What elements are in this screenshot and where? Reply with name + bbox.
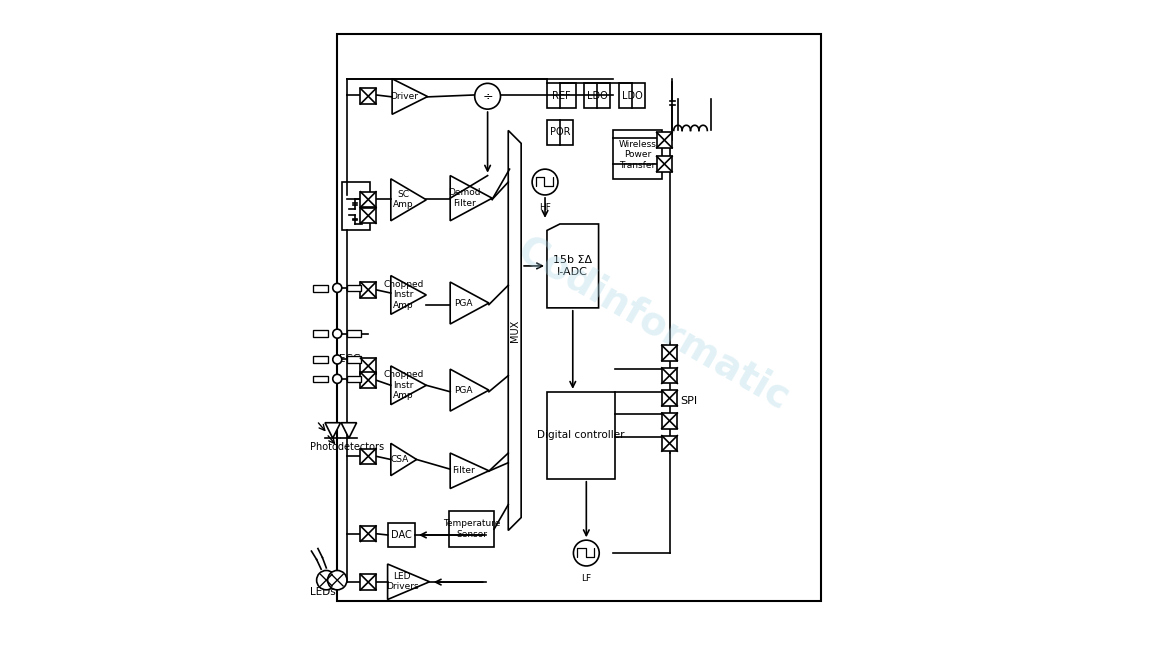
- Polygon shape: [450, 369, 488, 411]
- Circle shape: [317, 570, 336, 590]
- Polygon shape: [391, 179, 426, 221]
- Bar: [361, 358, 376, 374]
- Text: LED
Drivers: LED Drivers: [386, 572, 418, 592]
- Polygon shape: [325, 422, 341, 438]
- FancyBboxPatch shape: [547, 84, 576, 108]
- Text: PGA: PGA: [455, 299, 473, 308]
- Bar: [361, 208, 376, 224]
- Bar: [661, 435, 677, 451]
- Polygon shape: [450, 282, 488, 324]
- Text: MUX: MUX: [509, 319, 520, 341]
- Bar: [361, 282, 376, 297]
- Text: Chopped
Instr
Amp: Chopped Instr Amp: [384, 371, 424, 400]
- Bar: [361, 574, 376, 590]
- Bar: [313, 376, 327, 382]
- Polygon shape: [547, 224, 599, 308]
- Bar: [313, 330, 327, 337]
- Bar: [347, 284, 361, 291]
- Text: REF: REF: [552, 91, 570, 100]
- Bar: [347, 356, 361, 363]
- Bar: [361, 373, 376, 388]
- Text: PGA: PGA: [455, 386, 473, 395]
- Bar: [661, 413, 677, 428]
- FancyBboxPatch shape: [338, 34, 821, 601]
- Bar: [361, 192, 376, 207]
- Text: ECG: ECG: [339, 354, 361, 364]
- FancyBboxPatch shape: [547, 120, 573, 145]
- Text: Photodetectors: Photodetectors: [310, 441, 385, 452]
- Text: Temperature
Sensor: Temperature Sensor: [442, 519, 500, 538]
- Circle shape: [532, 169, 558, 195]
- Bar: [661, 391, 677, 406]
- Polygon shape: [391, 443, 417, 476]
- FancyBboxPatch shape: [547, 392, 615, 479]
- Text: SPI: SPI: [681, 397, 698, 406]
- Bar: [661, 368, 677, 384]
- Text: CSA: CSA: [391, 455, 409, 464]
- Circle shape: [333, 283, 342, 292]
- FancyBboxPatch shape: [387, 523, 415, 547]
- Text: Chopped
Instr
Amp: Chopped Instr Amp: [384, 280, 424, 310]
- FancyBboxPatch shape: [620, 84, 645, 108]
- FancyBboxPatch shape: [449, 511, 494, 547]
- FancyBboxPatch shape: [584, 84, 611, 108]
- Polygon shape: [387, 564, 430, 599]
- Text: HF: HF: [539, 203, 551, 212]
- Text: SC
Amp: SC Amp: [393, 190, 414, 209]
- Bar: [657, 156, 672, 172]
- Circle shape: [333, 375, 342, 384]
- Polygon shape: [391, 275, 426, 314]
- Text: ÷: ÷: [483, 89, 493, 103]
- Bar: [361, 526, 376, 542]
- Text: 15b ΣΔ
I-ADC: 15b ΣΔ I-ADC: [553, 255, 592, 277]
- Text: Digital controller: Digital controller: [537, 430, 624, 440]
- Polygon shape: [392, 79, 427, 114]
- Circle shape: [333, 329, 342, 338]
- Text: Filter: Filter: [453, 467, 475, 475]
- Bar: [661, 345, 677, 361]
- FancyBboxPatch shape: [613, 130, 661, 179]
- Text: LDO: LDO: [586, 91, 607, 100]
- Text: Codinformatic: Codinformatic: [510, 231, 796, 417]
- Bar: [657, 132, 672, 148]
- Bar: [347, 330, 361, 337]
- Text: POR: POR: [550, 128, 570, 137]
- Bar: [361, 448, 376, 464]
- Polygon shape: [450, 453, 488, 489]
- Circle shape: [574, 540, 599, 566]
- Polygon shape: [508, 130, 521, 531]
- Bar: [347, 376, 361, 382]
- Text: LDO: LDO: [622, 91, 643, 100]
- Circle shape: [327, 570, 347, 590]
- Bar: [361, 89, 376, 104]
- Text: Driver: Driver: [391, 92, 418, 101]
- Polygon shape: [450, 176, 492, 221]
- Polygon shape: [391, 366, 426, 404]
- FancyBboxPatch shape: [342, 182, 370, 231]
- Text: Demod
Filter: Demod Filter: [448, 189, 482, 208]
- Polygon shape: [341, 422, 357, 438]
- Text: LF: LF: [582, 573, 591, 583]
- Text: DAC: DAC: [391, 529, 411, 540]
- Circle shape: [475, 84, 500, 109]
- Text: Wireless
Power
Transfer: Wireless Power Transfer: [619, 140, 657, 170]
- Circle shape: [333, 355, 342, 364]
- Bar: [313, 285, 327, 292]
- Text: LEDs: LEDs: [310, 587, 336, 597]
- Bar: [313, 356, 327, 363]
